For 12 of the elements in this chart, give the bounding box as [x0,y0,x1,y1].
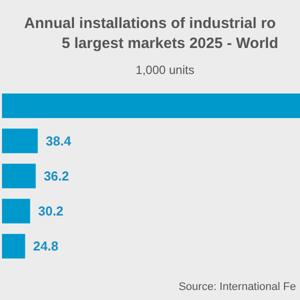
bar [2,198,30,224]
data-label: 36.2 [44,168,70,184]
bar [2,234,26,258]
data-label: 24.8 [33,238,58,254]
data-label: 30.2 [38,204,64,219]
chart-title: Annual installations of industrial ro 5 largest markets 2025 - World [24,15,278,52]
bar [2,94,300,118]
bar [2,128,38,154]
source-note: Source: International Fe [178,281,296,293]
data-label: 38.4 [46,133,72,148]
chart-subtitle: 1,000 units [136,63,194,77]
bar [2,164,36,188]
